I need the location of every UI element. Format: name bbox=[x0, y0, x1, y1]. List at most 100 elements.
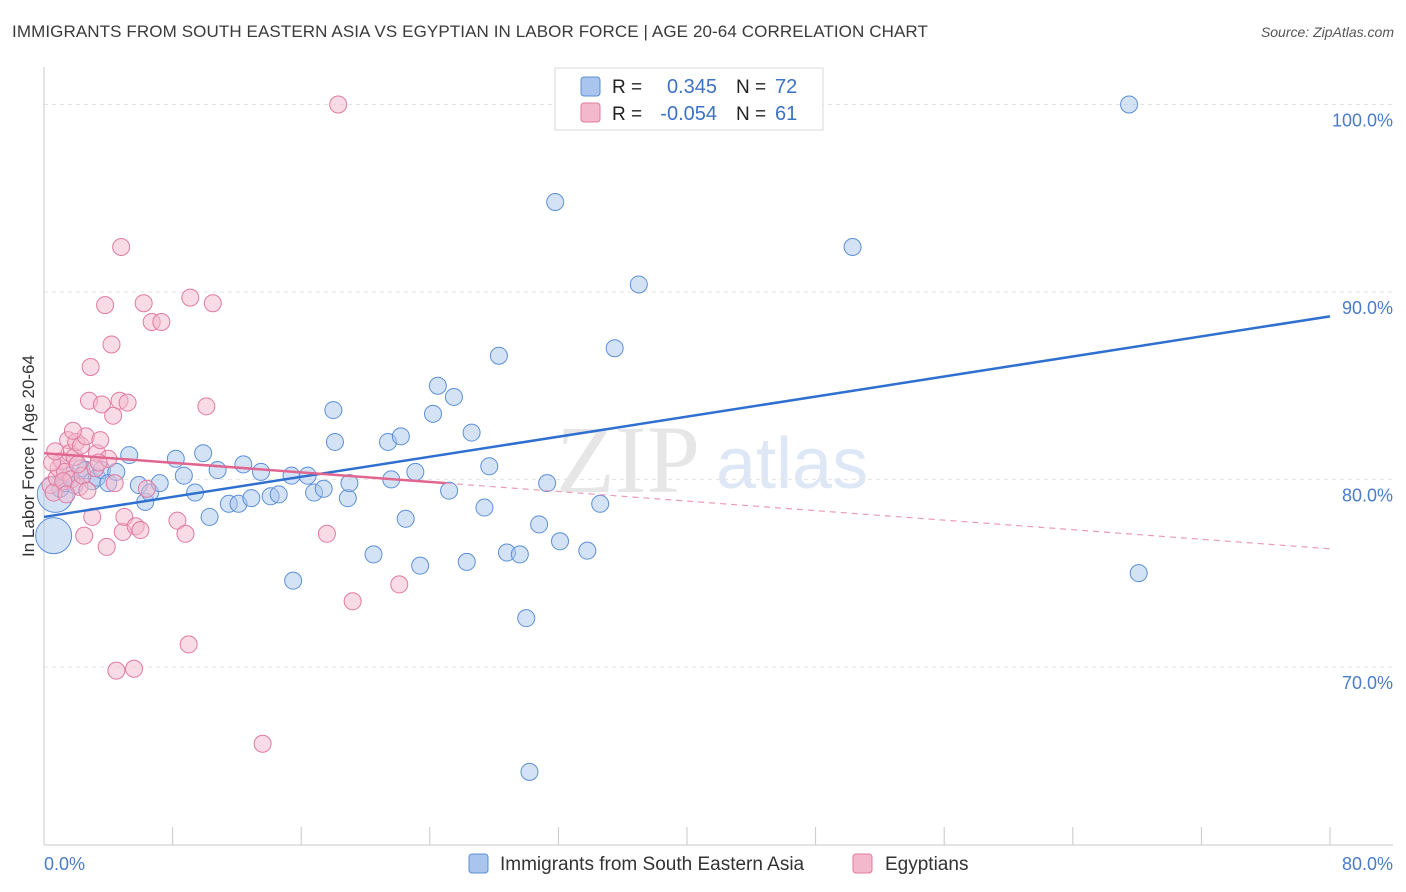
point-immigrants-se-asia bbox=[340, 474, 359, 493]
point-immigrants-se-asia bbox=[200, 507, 219, 526]
point-egyptians bbox=[203, 294, 222, 313]
y-tick-labels: 70.0% 80.0% 90.0% 100.0% bbox=[1332, 110, 1393, 692]
point-immigrants-se-asia bbox=[424, 404, 443, 423]
point-immigrants-se-asia bbox=[166, 449, 185, 468]
point-immigrants-se-asia bbox=[517, 609, 536, 628]
point-egyptians bbox=[390, 575, 409, 594]
chart-title: IMMIGRANTS FROM SOUTH EASTERN ASIA VS EG… bbox=[12, 22, 928, 41]
point-immigrants-se-asia bbox=[462, 423, 481, 442]
point-egyptians bbox=[105, 474, 124, 493]
point-immigrants-se-asia bbox=[530, 515, 549, 534]
stats-legend-n-value-pink: 61 bbox=[775, 103, 797, 125]
point-immigrants-se-asia bbox=[551, 532, 570, 551]
stats-legend: R = 0.345 N = 72 R = -0.054 N = 61 bbox=[554, 67, 824, 131]
x-tick-label-min: 0.0% bbox=[44, 854, 85, 874]
point-immigrants-se-asia bbox=[1129, 564, 1148, 583]
point-immigrants-se-asia bbox=[284, 571, 303, 590]
stats-legend-swatch-blue bbox=[580, 76, 601, 97]
point-egyptians bbox=[112, 237, 131, 256]
point-immigrants-se-asia bbox=[338, 489, 357, 508]
point-egyptians bbox=[125, 659, 144, 678]
point-egyptians bbox=[78, 481, 97, 500]
stats-legend-r-label-pink: R = bbox=[612, 104, 642, 125]
point-egyptians bbox=[176, 524, 195, 543]
watermark-atlas: atlas bbox=[716, 424, 868, 504]
point-egyptians bbox=[91, 431, 110, 450]
point-egyptians bbox=[96, 296, 115, 315]
x-tick-label-max: 80.0% bbox=[1342, 854, 1393, 874]
point-egyptians bbox=[317, 524, 336, 543]
point-egyptians bbox=[197, 397, 216, 416]
point-immigrants-se-asia bbox=[457, 552, 476, 571]
point-immigrants-se-asia bbox=[174, 466, 193, 485]
point-egyptians bbox=[179, 635, 198, 654]
point-immigrants-se-asia bbox=[314, 479, 333, 498]
point-immigrants-se-asia bbox=[510, 545, 529, 564]
point-immigrants-se-asia bbox=[252, 462, 271, 481]
stats-legend-r-label-blue: R = bbox=[612, 77, 642, 98]
point-egyptians bbox=[168, 511, 187, 530]
stats-legend-n-label-blue: N = bbox=[736, 77, 766, 98]
point-immigrants-se-asia bbox=[282, 466, 301, 485]
point-immigrants-se-asia bbox=[242, 489, 261, 508]
point-immigrants-se-asia bbox=[35, 517, 73, 555]
point-immigrants-se-asia bbox=[391, 427, 410, 446]
point-immigrants-se-asia bbox=[269, 485, 288, 504]
point-egyptians bbox=[81, 357, 100, 376]
point-egyptians bbox=[253, 734, 272, 753]
y-tick-label: 90.0% bbox=[1342, 298, 1393, 318]
point-immigrants-se-asia bbox=[475, 498, 494, 517]
point-immigrants-se-asia bbox=[406, 462, 425, 481]
point-immigrants-se-asia bbox=[440, 481, 459, 500]
watermark: ZIP atlas bbox=[556, 406, 868, 513]
point-immigrants-se-asia bbox=[578, 541, 597, 560]
series-legend-swatch-pink bbox=[852, 853, 873, 874]
point-immigrants-se-asia bbox=[234, 455, 253, 474]
axes bbox=[43, 67, 1393, 846]
point-egyptians bbox=[134, 294, 153, 313]
point-egyptians bbox=[92, 395, 111, 414]
stats-legend-r-value-blue: 0.345 bbox=[667, 76, 717, 98]
point-immigrants-se-asia bbox=[520, 762, 539, 781]
point-immigrants-se-asia bbox=[364, 545, 383, 564]
point-immigrants-se-asia bbox=[194, 444, 213, 463]
point-immigrants-se-asia bbox=[605, 339, 624, 358]
point-egyptians bbox=[131, 521, 150, 540]
trend-line-immigrants-se-asia bbox=[43, 315, 1331, 519]
stats-legend-r-value-pink: -0.054 bbox=[660, 103, 717, 125]
point-egyptians bbox=[181, 288, 200, 307]
point-immigrants-se-asia bbox=[489, 346, 508, 365]
point-egyptians bbox=[343, 592, 362, 611]
point-immigrants-se-asia bbox=[428, 376, 447, 395]
series-legend: Immigrants from South Eastern Asia Egypt… bbox=[468, 853, 968, 875]
series-legend-label-pink: Egyptians bbox=[885, 854, 968, 875]
point-immigrants-se-asia bbox=[396, 509, 415, 528]
point-egyptians bbox=[102, 335, 121, 354]
trend-line-egyptians-extension bbox=[445, 482, 1331, 550]
point-immigrants-se-asia bbox=[546, 192, 565, 211]
point-immigrants-se-asia bbox=[629, 275, 648, 294]
point-immigrants-se-asia bbox=[591, 494, 610, 513]
point-egyptians bbox=[46, 442, 65, 461]
point-egyptians bbox=[152, 312, 171, 331]
point-immigrants-se-asia bbox=[1120, 95, 1139, 114]
y-axis-label: In Labor Force | Age 20-64 bbox=[19, 355, 38, 557]
point-egyptians bbox=[75, 526, 94, 545]
series-legend-label-blue: Immigrants from South Eastern Asia bbox=[500, 854, 805, 875]
chart-source: Source: ZipAtlas.com bbox=[1260, 24, 1394, 40]
point-egyptians bbox=[107, 661, 126, 680]
point-egyptians bbox=[137, 479, 156, 498]
y-tick-label: 70.0% bbox=[1342, 673, 1393, 693]
point-egyptians bbox=[97, 537, 116, 556]
trend-lines bbox=[43, 315, 1331, 550]
watermark-zip: ZIP bbox=[556, 406, 700, 513]
point-immigrants-se-asia bbox=[324, 401, 343, 420]
point-immigrants-se-asia bbox=[444, 387, 463, 406]
point-immigrants-se-asia bbox=[208, 461, 227, 480]
point-immigrants-se-asia bbox=[843, 237, 862, 256]
point-immigrants-se-asia bbox=[538, 474, 557, 493]
point-immigrants-se-asia bbox=[480, 457, 499, 476]
point-egyptians bbox=[118, 393, 137, 412]
point-egyptians bbox=[57, 485, 76, 504]
